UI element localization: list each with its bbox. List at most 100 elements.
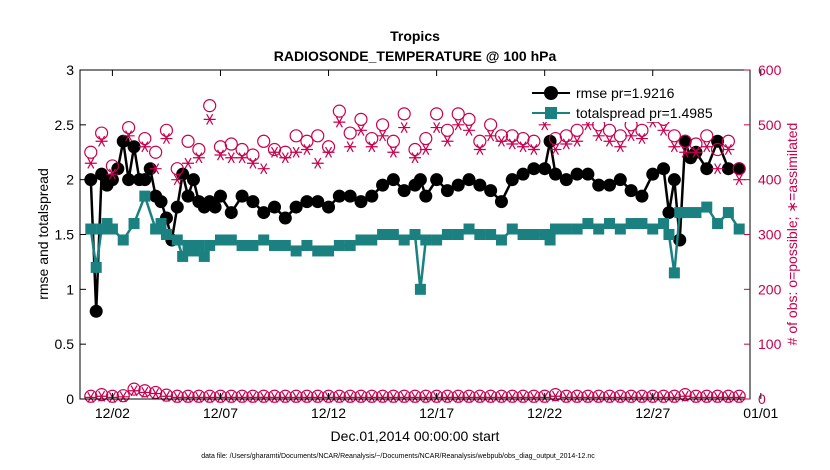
obs-assimilated-top-point xyxy=(549,144,562,156)
obs-possible-top-point xyxy=(440,123,455,137)
obs-assimilated-bottom-point xyxy=(527,391,540,403)
obs-possible-top-point xyxy=(289,129,303,143)
obs-assimilated-top-point xyxy=(441,135,454,147)
rmse-point xyxy=(635,189,649,203)
rmse-point xyxy=(700,162,714,176)
obs-assimilated-top-point xyxy=(657,124,670,136)
obs-possible-top-point xyxy=(105,159,120,173)
rmse-point xyxy=(170,200,184,214)
totalspread-point xyxy=(441,229,453,240)
obs-possible-bottom-point xyxy=(343,389,357,403)
obs-assimilated-top-point xyxy=(171,174,184,186)
rmse-point xyxy=(235,189,249,203)
obs-possible-top-point xyxy=(613,129,627,143)
obs-possible-bottom-point xyxy=(332,389,346,403)
obs-possible-top-point xyxy=(451,107,465,121)
y-tick-label: 1 xyxy=(66,281,74,297)
obs-assimilated-top-point xyxy=(452,119,465,131)
obs-possible-bottom-point xyxy=(192,389,206,403)
totalspread-point xyxy=(517,229,529,240)
obs-assimilated-bottom-point xyxy=(700,391,713,403)
obs-assimilated-top-point xyxy=(106,168,119,180)
obs-possible-bottom-point xyxy=(592,389,606,403)
obs-assimilated-bottom-point xyxy=(246,391,259,403)
totalspread-point xyxy=(485,229,497,240)
y-tick-label: 0 xyxy=(66,391,74,407)
obs-assimilated-bottom-point xyxy=(592,391,605,403)
obs-possible-bottom-point xyxy=(138,384,152,398)
y2-tick-label: 100 xyxy=(758,336,782,352)
obs-assimilated-top-point xyxy=(517,141,530,153)
obs-possible-bottom-point xyxy=(462,389,476,403)
rmse-point xyxy=(176,167,190,181)
obs-possible-top-point xyxy=(505,129,519,143)
x-tick-label: 12/27 xyxy=(635,405,670,421)
totalspread-point xyxy=(701,201,713,213)
x-tick-label: 12/22 xyxy=(527,405,562,421)
obs-assimilated-bottom-point xyxy=(300,391,313,403)
rmse-point xyxy=(116,134,130,148)
obs-assimilated-bottom-point xyxy=(236,391,249,403)
obs-assimilated-top-point xyxy=(506,138,519,150)
obs-possible-top-point xyxy=(408,142,422,157)
obs-assimilated-top-point xyxy=(149,163,162,175)
obs-assimilated-top-point xyxy=(236,152,249,164)
obs-assimilated-top-point xyxy=(473,144,486,156)
rmse-point xyxy=(657,162,671,176)
y-tick-label: 2 xyxy=(66,172,74,188)
y2-tick-label: 300 xyxy=(758,227,782,243)
obs-possible-top-point xyxy=(667,129,681,143)
obs-assimilated-bottom-point xyxy=(581,391,594,403)
totalspread-point xyxy=(344,239,356,251)
rmse-point xyxy=(430,173,444,187)
obs-possible-top-point xyxy=(203,99,217,113)
obs-possible-bottom-point xyxy=(386,389,400,403)
totalspread-point xyxy=(679,207,691,219)
totalspread-point xyxy=(312,245,324,257)
totalspread-point xyxy=(279,239,291,251)
rmse-point xyxy=(505,173,519,187)
totalspread-point xyxy=(663,229,675,240)
obs-assimilated-bottom-point xyxy=(409,391,421,403)
totalspread-point xyxy=(452,229,464,240)
obs-possible-bottom-point xyxy=(419,389,433,403)
obs-assimilated-top-point xyxy=(257,163,270,175)
rmse-point xyxy=(343,189,357,203)
totalspread-point xyxy=(506,223,518,235)
obs-assimilated-top-point xyxy=(430,122,443,134)
obs-assimilated-bottom-point xyxy=(484,391,497,403)
obs-possible-bottom-point xyxy=(602,389,617,403)
totalspread-point xyxy=(647,223,659,235)
obs-possible-bottom-point xyxy=(224,389,238,403)
obs-assimilated-top-point xyxy=(387,146,400,158)
series-obs-assimilated-bottom xyxy=(84,385,746,403)
totalspread-point xyxy=(431,234,443,246)
y2-tick-label: 500 xyxy=(758,117,782,133)
totalspread-point xyxy=(177,250,189,262)
obs-possible-top-point xyxy=(84,145,98,159)
rmse-point xyxy=(592,178,606,192)
y-tick-label: 0.5 xyxy=(55,336,75,352)
obs-possible-top-point xyxy=(527,134,541,148)
obs-possible-bottom-point xyxy=(257,389,271,403)
legend: rmse pr=1.9216 totalspread pr=1.4985 xyxy=(528,82,738,122)
series-layer xyxy=(84,99,746,403)
totalspread-point xyxy=(560,223,572,235)
obs-assimilated-top-point xyxy=(95,135,108,147)
rmse-point xyxy=(365,189,379,203)
totalspread-point xyxy=(604,218,616,230)
totalspread-point xyxy=(712,218,724,230)
obs-possible-bottom-point xyxy=(646,389,660,403)
totalspread-point xyxy=(139,190,151,202)
y-tick-label: 2.5 xyxy=(55,117,75,133)
obs-possible-top-point xyxy=(311,129,325,143)
rmse-point xyxy=(300,195,314,209)
rmse-point xyxy=(419,189,433,203)
obs-assimilated-top-point xyxy=(527,144,540,156)
obs-possible-bottom-point xyxy=(397,389,411,403)
obs-assimilated-top-point xyxy=(484,130,497,142)
obs-assimilated-bottom-point xyxy=(657,391,670,403)
obs-assimilated-top-point xyxy=(700,141,713,153)
obs-assimilated-top-point xyxy=(138,141,151,153)
obs-possible-top-point xyxy=(300,134,314,148)
